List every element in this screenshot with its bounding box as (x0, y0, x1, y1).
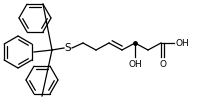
Text: OH: OH (128, 60, 142, 69)
Text: OH: OH (175, 38, 189, 47)
Text: O: O (159, 60, 166, 69)
Text: S: S (65, 43, 71, 53)
